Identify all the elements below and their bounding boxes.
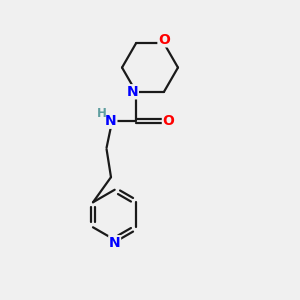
- Text: N: N: [127, 85, 138, 99]
- Text: O: O: [163, 114, 174, 128]
- Text: O: O: [158, 33, 170, 47]
- Text: N: N: [109, 236, 121, 250]
- Text: N: N: [105, 114, 117, 128]
- Text: H: H: [97, 107, 107, 120]
